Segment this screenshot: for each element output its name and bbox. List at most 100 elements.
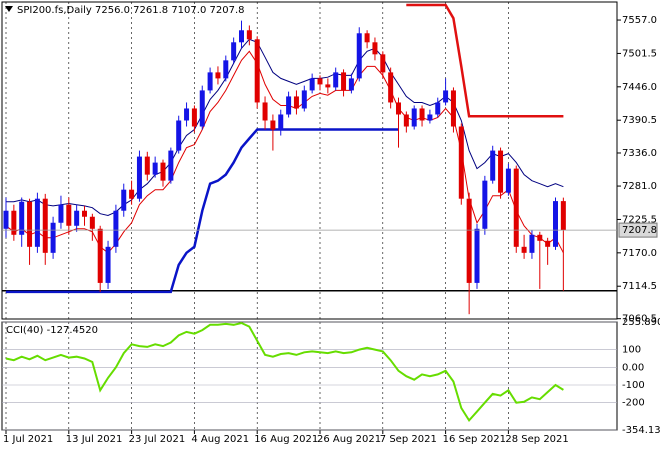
candle-body <box>82 210 87 217</box>
candle-body <box>74 210 80 226</box>
candle-body <box>372 42 378 55</box>
candle-body <box>168 150 174 181</box>
overlay-line <box>6 38 564 217</box>
price-label: 7207.8 <box>622 225 657 236</box>
candle-body <box>450 90 456 127</box>
candle-body <box>11 210 17 235</box>
candle-body <box>325 84 331 88</box>
candle-body <box>482 180 488 229</box>
candle-body <box>435 102 441 115</box>
candle-body <box>42 198 48 253</box>
candle-body <box>270 120 276 130</box>
candle-body <box>50 222 56 253</box>
candle-body <box>388 72 394 103</box>
x-tick-label: 1 Jul 2021 <box>3 434 53 445</box>
candle-body <box>341 72 347 91</box>
candle-body <box>293 96 299 109</box>
candle-body <box>34 198 40 247</box>
candle-body <box>490 150 496 181</box>
y-tick-label: 7336.0 <box>622 148 657 159</box>
candle-body <box>513 168 519 247</box>
candle-body <box>458 126 464 199</box>
candle-body <box>521 246 527 253</box>
y-tick-label: 7225.5 <box>622 214 657 225</box>
y-tick-label: 7557.0 <box>622 15 657 26</box>
candle-body <box>301 90 307 109</box>
candle-body <box>129 189 135 199</box>
candle-body <box>498 150 504 193</box>
x-tick-label: 13 Jul 2021 <box>66 434 123 445</box>
x-tick-label: 4 Aug 2021 <box>191 434 249 445</box>
candle-body <box>199 90 205 127</box>
candle-body <box>27 201 33 247</box>
candle-body <box>411 108 417 127</box>
candle-body <box>553 201 558 247</box>
y-tick-label: 7060.5 <box>622 314 657 325</box>
candle-body <box>207 72 213 91</box>
candle-body <box>246 30 252 40</box>
candle-body <box>380 54 386 73</box>
candle-body <box>113 210 119 247</box>
candle-body <box>66 204 72 226</box>
x-tick-label: 16 Aug 2021 <box>254 434 318 445</box>
candle-body <box>474 228 480 283</box>
candle-body <box>89 216 95 229</box>
candle-body <box>58 204 64 223</box>
candle-body <box>223 60 229 79</box>
candle-body <box>396 102 401 115</box>
overlay-line <box>406 3 564 118</box>
candle-body <box>97 228 103 283</box>
candle-body <box>309 78 315 91</box>
candle-body <box>364 33 370 43</box>
candle-body <box>121 189 127 211</box>
candle-body <box>537 234 543 241</box>
x-tick-label: 16 Sep 2021 <box>443 434 506 445</box>
candle-body <box>160 162 166 181</box>
overlay-line <box>6 128 399 294</box>
candle-body <box>466 198 472 283</box>
y-tick-label: 7501.5 <box>622 48 657 59</box>
y-tick-label: 7446.0 <box>622 82 657 93</box>
candle-body <box>560 201 566 231</box>
cci-tick-label: 255.8902 <box>622 317 660 328</box>
candle-body <box>427 114 433 121</box>
candle-body <box>545 240 551 247</box>
candle-body <box>505 168 511 193</box>
candle-body <box>105 246 111 283</box>
x-tick-label: 26 Aug 2021 <box>317 434 381 445</box>
candle-body <box>191 108 197 127</box>
candle-body <box>262 102 268 121</box>
candle-body <box>317 78 323 85</box>
x-tick-label: 23 Jul 2021 <box>129 434 186 445</box>
candle-body <box>231 42 237 61</box>
cci-tick-label: -354.135 <box>622 425 660 436</box>
candle-body <box>278 114 284 130</box>
cci-tick-label: -100 <box>622 380 645 391</box>
menu-triangle <box>5 6 13 12</box>
candle-body <box>176 120 182 151</box>
chart-title: SPI200.fs,Daily 7256.0 7261.8 7107.0 720… <box>17 5 244 16</box>
candle-body <box>239 30 244 43</box>
y-tick-label: 7390.5 <box>622 115 657 126</box>
cci-tick-label: 0.00 <box>622 362 644 373</box>
candle-body <box>144 156 150 175</box>
candle-body <box>136 156 142 199</box>
cci-tick-label: -200 <box>622 398 645 409</box>
candle-body <box>254 39 260 103</box>
x-tick-label: 7 Sep 2021 <box>380 434 437 445</box>
candle-body <box>403 114 409 127</box>
y-tick-label: 7114.5 <box>622 281 657 292</box>
candle-body <box>3 210 9 229</box>
main-panel <box>1 1 618 320</box>
candle-body <box>184 108 190 121</box>
candle-body <box>333 72 339 88</box>
candle-body <box>443 90 449 103</box>
candle-body <box>286 96 292 115</box>
candle-body <box>19 201 25 235</box>
candle-body <box>215 72 221 79</box>
cci-title: CCI(40) -127.4520 <box>6 325 98 336</box>
y-tick-label: 7170.0 <box>622 248 657 259</box>
price-box <box>618 222 658 238</box>
